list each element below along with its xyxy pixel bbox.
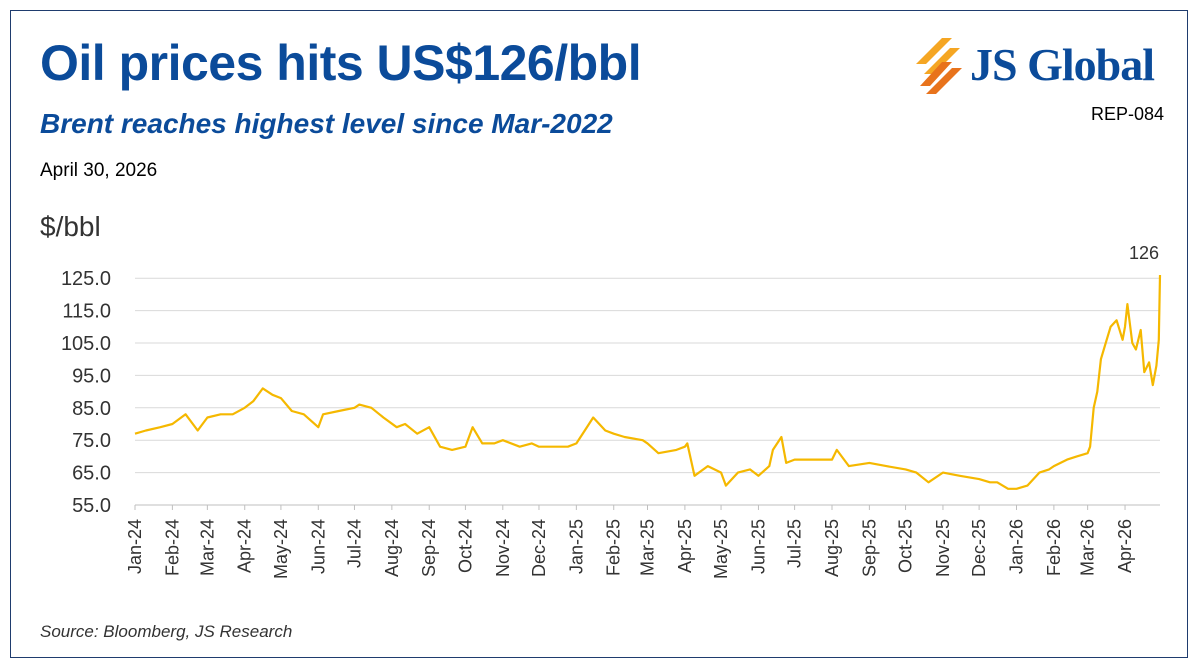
peak-annotation: 126: [1129, 243, 1159, 263]
y-tick-label: 85.0: [72, 398, 111, 420]
x-tick-label: Mar-24: [197, 519, 217, 576]
x-tick-label: Sep-24: [419, 519, 439, 577]
x-tick-label: Jul-24: [344, 519, 364, 568]
x-tick-label: Aug-24: [382, 519, 402, 577]
y-tick-label: 65.0: [72, 463, 111, 485]
x-tick-label: Jun-24: [308, 519, 328, 574]
x-tick-labels: Jan-24 Feb-24 Mar-24 Apr-24 May-24 Jun-24 Jul-…: [125, 505, 1135, 579]
x-tick-label: Feb-24: [162, 519, 182, 576]
y-tick-label: 115.0: [62, 301, 111, 323]
x-tick-label: Jun-25: [748, 519, 768, 574]
y-tick-label: 95.0: [72, 365, 111, 387]
x-tick-label: Mar-26: [1078, 519, 1098, 576]
chart-title: Oil prices hits US$126/bbl: [40, 35, 642, 91]
report-date: April 30, 2026: [40, 160, 158, 181]
x-tick-label: Jul-25: [785, 519, 805, 568]
price-line: [134, 274, 1162, 490]
logo-text: JS Global: [970, 39, 1155, 90]
x-tick-label: Jan-25: [566, 519, 586, 574]
x-tick-label: Jan-26: [1007, 519, 1027, 574]
x-tick-label: Apr-24: [235, 519, 255, 573]
x-tick-label: May-24: [271, 519, 291, 579]
x-tick-label: May-25: [711, 519, 731, 579]
y-axis-label: $/bbl: [40, 211, 101, 242]
x-tick-label: Oct-24: [455, 519, 475, 573]
y-tick-label: 55.0: [72, 495, 111, 517]
x-tick-label: Nov-25: [933, 519, 953, 577]
x-tick-label: Feb-25: [604, 519, 624, 576]
report-id: REP-084: [1090, 104, 1164, 124]
y-tick-labels: 55.0 65.0 75.0 85.0 95.0 105.0 115.0 125.0: [61, 268, 111, 517]
figure-frame: [10, 10, 1188, 658]
source-note: Source: Bloomberg, JS Research: [40, 622, 293, 641]
x-tick-label: Nov-24: [493, 519, 513, 577]
x-tick-label: Dec-25: [969, 519, 989, 577]
x-tick-label: Apr-25: [675, 519, 695, 573]
x-tick-label: Mar-25: [638, 519, 658, 576]
x-tick-label: Oct-25: [896, 519, 916, 573]
x-tick-label: Aug-25: [822, 519, 842, 577]
grid-lines: [135, 277, 1160, 506]
js-global-logo: JS Global: [912, 36, 1174, 98]
x-tick-label: Apr-26: [1115, 519, 1135, 573]
x-tick-label: Jan-24: [125, 519, 145, 574]
x-tick-label: Dec-24: [529, 519, 549, 577]
y-tick-label: 105.0: [61, 333, 111, 355]
js-global-stripes-logo-icon: [916, 38, 962, 94]
x-tick-label: Feb-26: [1044, 519, 1064, 576]
chart-subtitle: Brent reaches highest level since Mar-20…: [40, 108, 613, 139]
x-tick-label: Sep-25: [859, 519, 879, 577]
y-tick-label: 75.0: [72, 430, 111, 452]
y-tick-label: 125.0: [61, 268, 111, 290]
series-group: [134, 274, 1162, 490]
